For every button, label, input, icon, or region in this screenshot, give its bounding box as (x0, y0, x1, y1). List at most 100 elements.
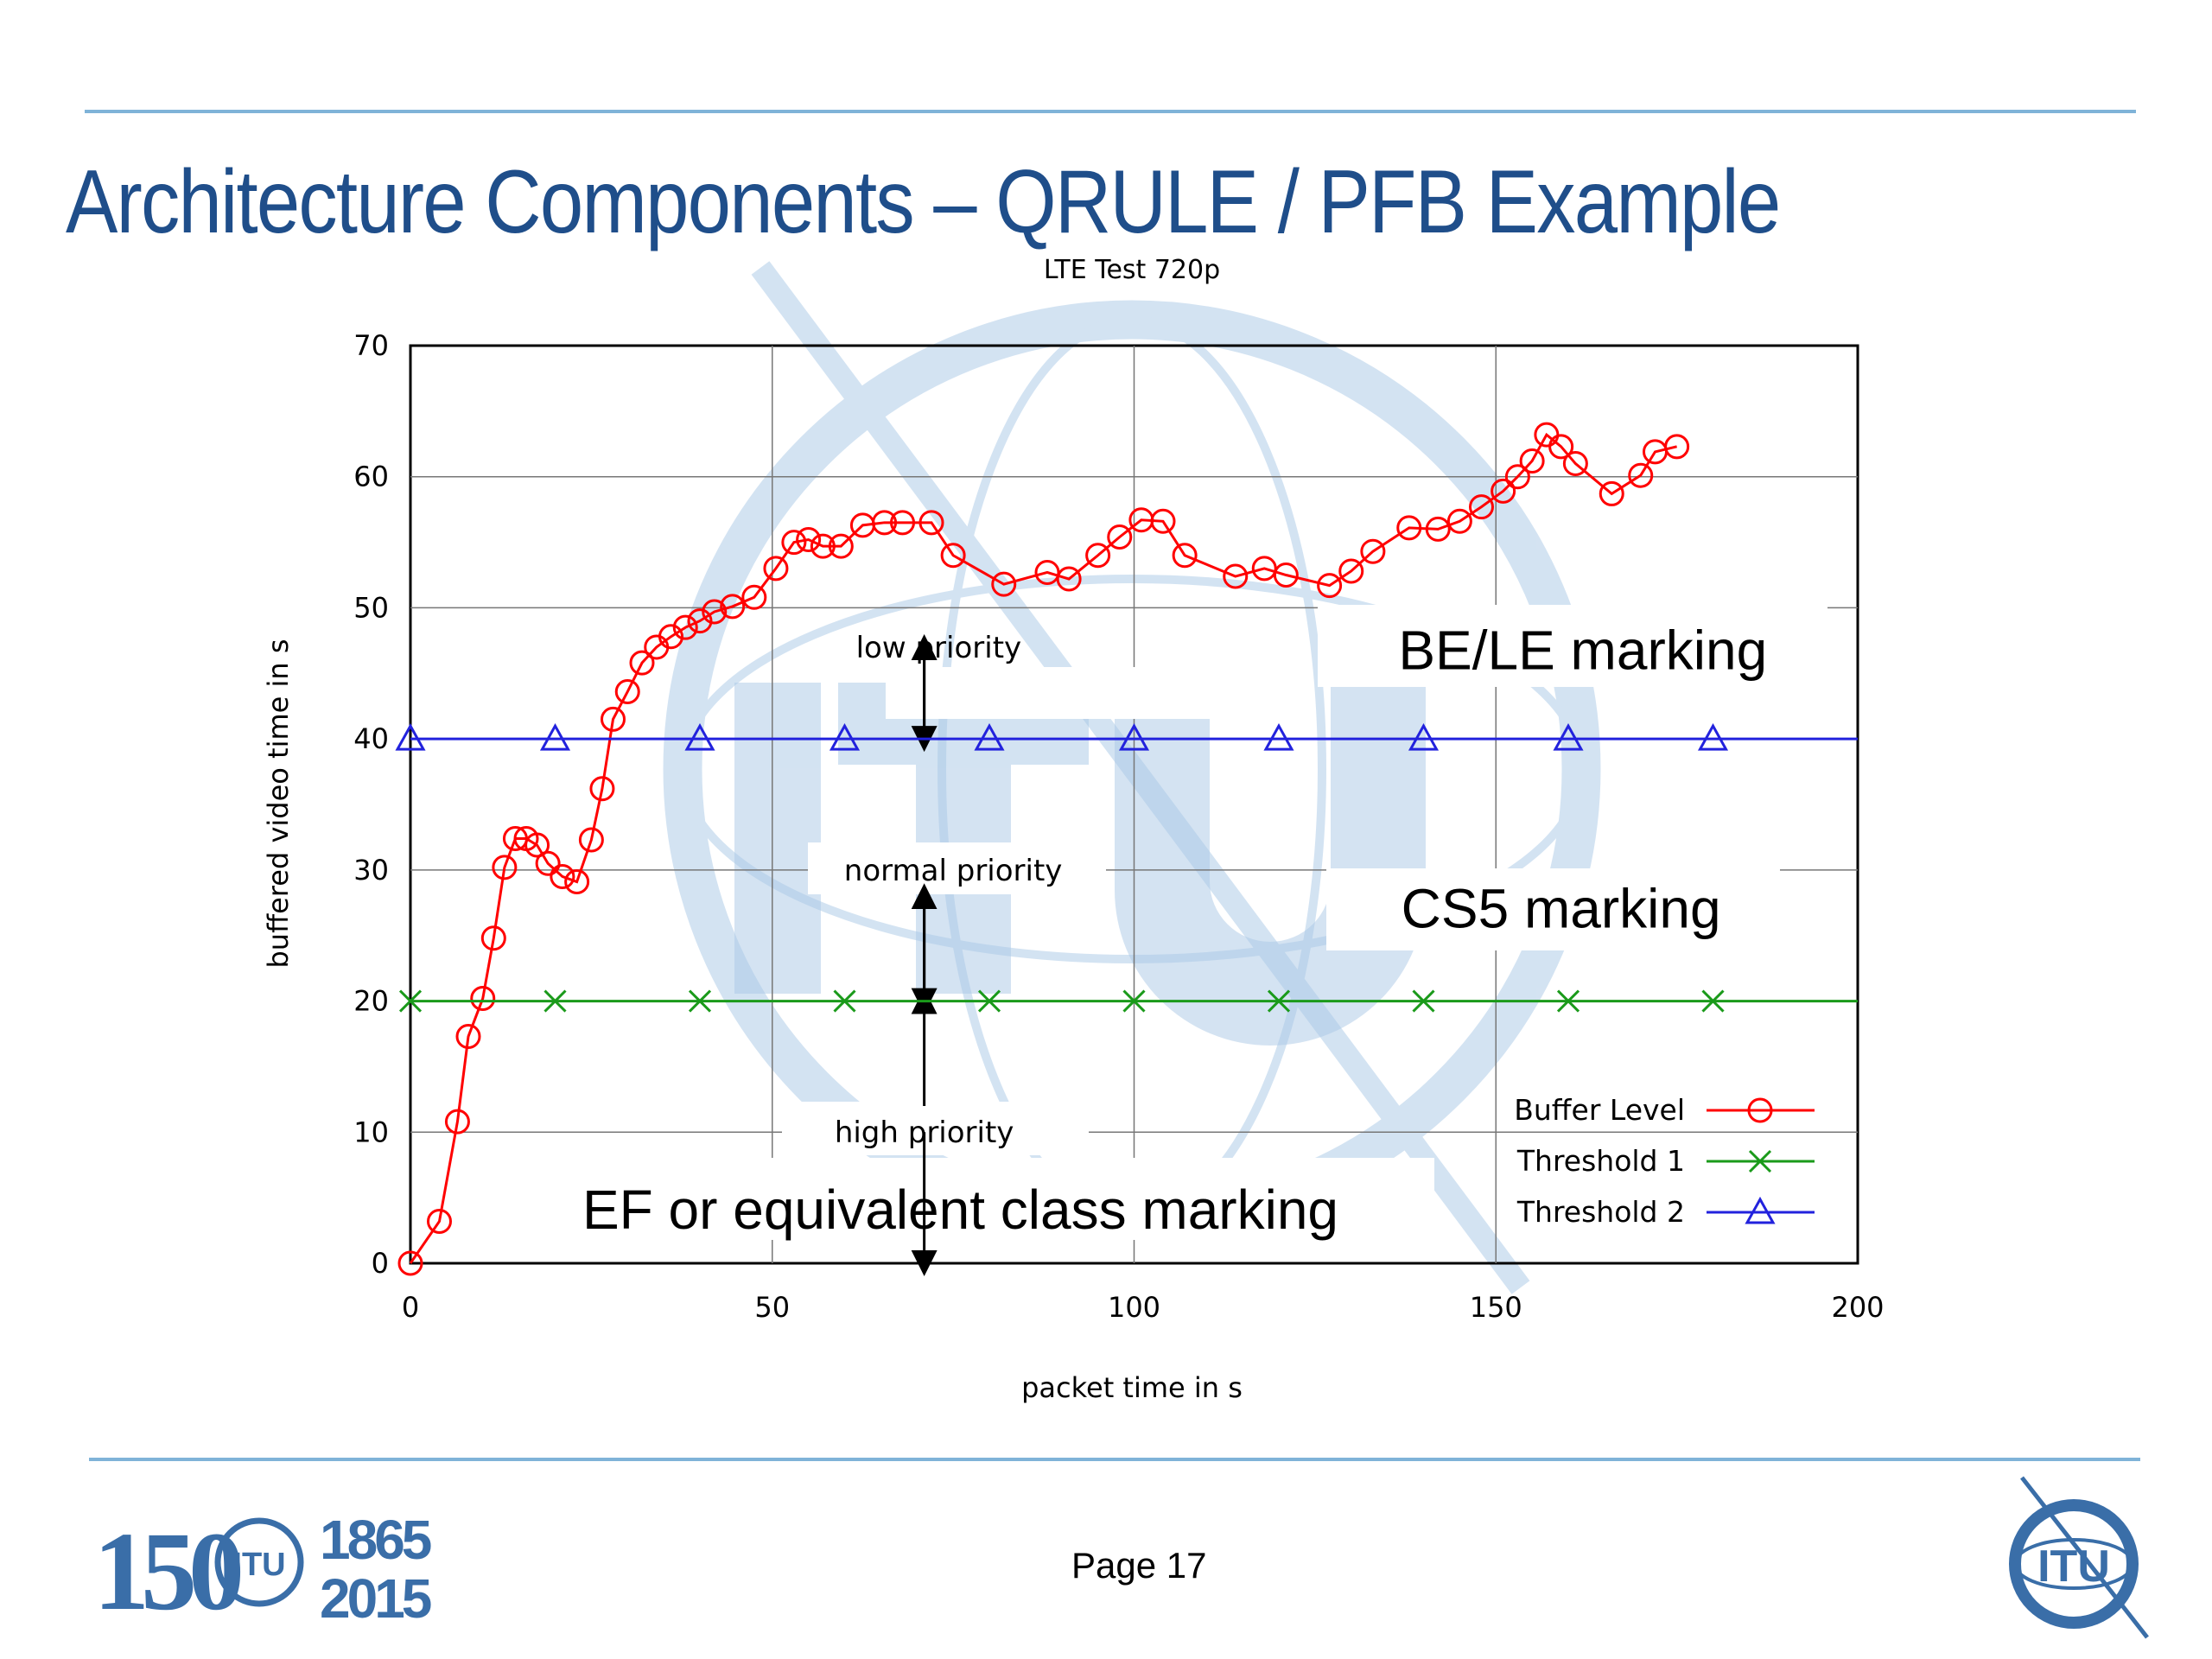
data-point (444, 1109, 470, 1135)
data-point (1360, 538, 1386, 564)
slide-title: Architecture Components – QRULE / PFB Ex… (66, 152, 1781, 252)
data-point (1599, 480, 1624, 506)
data-point (1273, 563, 1299, 588)
bottom-divider (89, 1458, 2140, 1461)
data-point (940, 543, 966, 569)
data-point (614, 679, 640, 705)
series-line (409, 432, 1677, 1264)
itu-150-logo: 150 ITU 1865 2015 (93, 1509, 435, 1633)
annotation-box (1318, 605, 1827, 687)
data-point (539, 723, 571, 751)
series-threshold-2 (395, 723, 1858, 751)
data-point (492, 855, 518, 880)
data-point (589, 776, 615, 802)
data-point (890, 510, 915, 536)
data-point (672, 614, 698, 640)
annotation-box (518, 1158, 1434, 1240)
annotation-label: high priority (835, 1116, 1014, 1150)
page-number: Page 17 (1071, 1545, 1207, 1586)
logo-year-end: 2015 (320, 1567, 431, 1630)
data-point (781, 530, 807, 556)
data-point (1491, 478, 1516, 504)
data-point (427, 1208, 452, 1234)
y-tick-label: 0 (372, 1247, 389, 1280)
data-point (687, 608, 713, 634)
annotation-label: EF or equivalent class marking (582, 1179, 1338, 1241)
data-point (1172, 543, 1198, 569)
series-layer (395, 422, 1858, 1276)
data-point (1628, 462, 1654, 488)
data-point (1697, 723, 1729, 751)
annotation-label: CS5 marking (1402, 877, 1721, 939)
data-point (1085, 543, 1111, 569)
y-tick-label: 70 (353, 329, 389, 362)
itu-globe-icon (2009, 1476, 2149, 1639)
data-point (1118, 723, 1150, 751)
logo-globe-icon: ITU (214, 1517, 304, 1607)
data-point (702, 599, 728, 625)
y-tick-label: 40 (353, 722, 389, 755)
legend: Buffer Level Threshold 1 Threshold 2 (1514, 1093, 1815, 1229)
data-point (1664, 434, 1690, 460)
y-tick-label: 30 (353, 854, 389, 887)
data-point (977, 989, 1001, 1013)
data-point (833, 989, 856, 1013)
legend-label: Buffer Level (1514, 1093, 1685, 1127)
data-point (535, 850, 561, 876)
data-point (1412, 989, 1435, 1013)
data-point (1408, 723, 1440, 751)
y-tick-label: 60 (353, 461, 389, 493)
series-threshold-1 (398, 989, 1858, 1013)
data-point (720, 594, 746, 620)
data-point (578, 827, 604, 853)
data-point (1396, 515, 1422, 541)
legend-marker (1747, 1097, 1773, 1123)
data-point (1553, 723, 1584, 751)
data-point (564, 869, 590, 895)
logo-year-start: 1865 (320, 1509, 431, 1571)
data-point (763, 556, 789, 582)
data-point (470, 986, 496, 1012)
data-point (1425, 516, 1451, 542)
annotation-backgrounds (518, 605, 1827, 1240)
data-point (810, 533, 836, 559)
data-point (796, 527, 822, 553)
x-tick-label: 200 (1831, 1291, 1884, 1324)
logo-150-number: 150 (93, 1510, 241, 1633)
data-point (1556, 989, 1580, 1013)
y-tick-label: 20 (353, 985, 389, 1018)
itu-logo-text: ITU (2037, 1541, 2110, 1592)
x-tick-label: 50 (754, 1291, 790, 1324)
y-tick-label: 10 (353, 1116, 389, 1148)
data-point (1317, 573, 1343, 599)
x-tick-label: 100 (1108, 1291, 1160, 1324)
legend-label: Threshold 1 (1516, 1144, 1685, 1178)
data-point (918, 510, 944, 536)
data-point (1504, 464, 1530, 490)
annotation-box (782, 1102, 1089, 1155)
data-point (629, 650, 655, 676)
data-point (1519, 448, 1545, 474)
data-point (1548, 434, 1574, 460)
data-point (974, 723, 1005, 751)
data-point (480, 925, 506, 951)
data-point (455, 1024, 481, 1050)
data-point (397, 1250, 423, 1276)
data-point (1122, 989, 1146, 1013)
data-point (1701, 989, 1725, 1013)
tick-labels: 0 50 100 150 200 0 10 20 30 40 50 60 70 (353, 329, 1884, 1324)
chart-title: LTE Test 720p (1044, 255, 1220, 285)
data-point (550, 863, 575, 889)
data-point (684, 723, 715, 751)
data-point (524, 832, 550, 858)
annotation-label: normal priority (844, 854, 1063, 888)
legend-label: Threshold 2 (1516, 1195, 1685, 1229)
itu-logo: ITU (2009, 1476, 2149, 1639)
data-point (1446, 508, 1472, 534)
annotation-label: low priority (856, 631, 1022, 665)
data-point (872, 510, 898, 536)
annotation-box (886, 667, 1231, 719)
data-point (1056, 566, 1082, 592)
top-divider (85, 110, 2136, 113)
